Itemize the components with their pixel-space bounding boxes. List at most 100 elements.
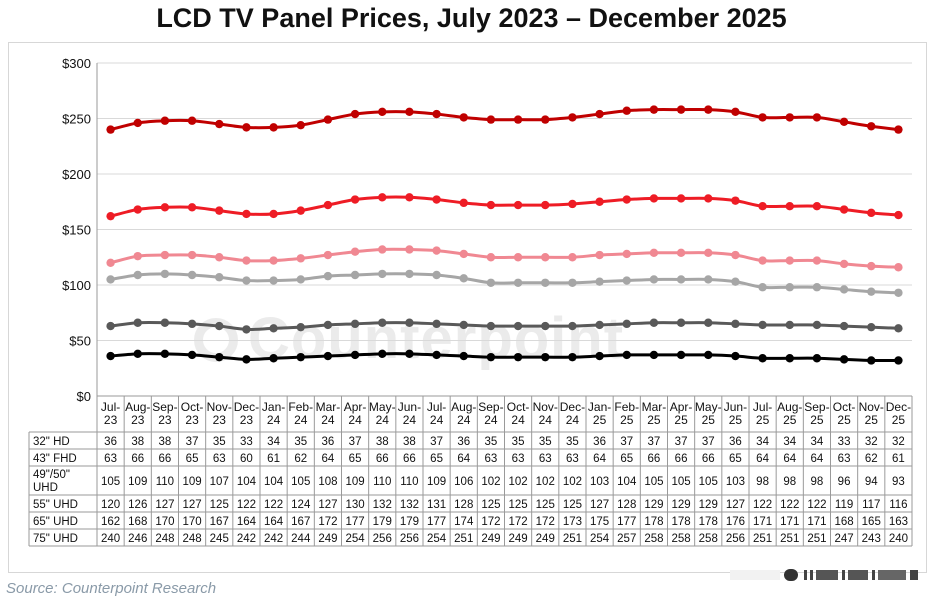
- data-point: [106, 321, 115, 331]
- x-tick-label-line: 23: [131, 413, 145, 427]
- data-point: [133, 349, 142, 359]
- table-cell: 105: [671, 476, 690, 488]
- data-point: [595, 277, 604, 286]
- chart-frame: Counterpoint $0 $50 $100 $150 $200 $250 $300 J…: [8, 42, 927, 573]
- table-cell: 64: [811, 453, 824, 465]
- data-point: [568, 278, 577, 287]
- table-cell: 32: [892, 436, 905, 448]
- x-tick-label-line: Sep-: [804, 400, 829, 414]
- table-row-label: 32" HD: [33, 436, 70, 448]
- data-point: [106, 258, 115, 267]
- table-cell: 122: [780, 499, 799, 511]
- x-tick-label: Jul-25: [753, 400, 772, 427]
- x-tick-label-line: Dec-: [234, 400, 259, 414]
- data-point: [486, 253, 496, 262]
- table-cell: 124: [291, 499, 311, 511]
- table-cell: 109: [128, 476, 147, 488]
- data-point: [323, 351, 333, 361]
- data-point: [785, 113, 794, 122]
- x-tick-label-line: 25: [593, 413, 607, 427]
- table-cell: 63: [213, 453, 226, 465]
- x-tick-label-line: Mar-: [316, 400, 341, 414]
- x-tick-label: Nov-23: [207, 400, 232, 427]
- x-tick-label: Aug-25: [777, 400, 802, 427]
- x-tick-label-line: 25: [620, 413, 634, 427]
- table-cell: 38: [403, 436, 416, 448]
- data-point: [812, 354, 822, 363]
- data-point: [486, 115, 496, 124]
- x-tick-label-line: 24: [566, 413, 580, 427]
- data-point: [812, 283, 822, 292]
- data-point: [785, 283, 794, 292]
- data-point: [731, 319, 740, 329]
- table-cell: 127: [182, 499, 201, 511]
- x-tick-label-line: Jul-: [101, 400, 120, 414]
- data-point: [133, 205, 142, 214]
- data-point: [106, 275, 115, 284]
- x-tick-label: Apr-25: [670, 400, 693, 427]
- table-cell: 64: [783, 453, 796, 465]
- data-point: [269, 123, 278, 132]
- table-cell: 127: [155, 499, 174, 511]
- table-cell: 33: [240, 436, 253, 448]
- data-point: [269, 256, 278, 265]
- data-point: [187, 270, 197, 280]
- series-line: [110, 352, 899, 363]
- x-tick-label-line: Aug-: [125, 400, 150, 414]
- data-point: [486, 278, 496, 287]
- data-point: [649, 194, 659, 203]
- data-point: [758, 320, 767, 330]
- x-tick-label-line: Nov-: [859, 400, 884, 414]
- data-point: [215, 273, 224, 282]
- table-cell: 35: [294, 436, 307, 448]
- data-point: [242, 256, 251, 265]
- table-cell: 104: [617, 476, 637, 488]
- x-tick-label-line: Nov-: [207, 400, 232, 414]
- data-point: [405, 107, 414, 117]
- data-point: [622, 106, 631, 115]
- data-point: [269, 324, 278, 333]
- x-tick-label: Jan-24: [262, 400, 285, 427]
- data-point: [568, 113, 577, 122]
- series-line: [110, 272, 899, 295]
- x-tick-label-line: 25: [865, 413, 879, 427]
- data-point: [133, 251, 142, 261]
- table-cell: 98: [756, 476, 769, 488]
- data-point: [649, 275, 659, 284]
- x-tick-label-line: 23: [240, 413, 254, 427]
- data-point: [867, 208, 876, 218]
- x-tick-label-line: 25: [892, 413, 906, 427]
- table-cell: 64: [593, 453, 606, 465]
- x-tick-label-line: Oct-: [507, 400, 530, 414]
- data-point: [350, 350, 360, 360]
- table-cell: 105: [101, 476, 120, 488]
- data-point: [839, 321, 849, 331]
- x-tick-label-line: 24: [403, 413, 417, 427]
- x-tick-label: Aug-24: [451, 400, 476, 427]
- table-cell: 245: [210, 533, 229, 545]
- table-cell: 171: [807, 516, 826, 528]
- x-tick-label-line: 23: [185, 413, 199, 427]
- table-row-label: 43" FHD: [33, 453, 77, 465]
- table-cell: 102: [536, 476, 555, 488]
- table-cell: 249: [481, 533, 500, 545]
- line-chart: $0$50$100$150$200$250$300 Jul-23Aug-23Se…: [28, 56, 913, 547]
- table-cell: 176: [726, 516, 745, 528]
- data-point: [378, 193, 387, 202]
- x-tick-label-line: Dec-: [886, 400, 911, 414]
- table-cell: 173: [563, 516, 582, 528]
- data-point: [296, 254, 305, 263]
- data-point: [758, 113, 767, 122]
- data-point: [785, 354, 794, 363]
- data-point: [649, 350, 659, 360]
- y-tick-label: $200: [62, 167, 91, 182]
- x-tick-label-line: Oct-: [833, 400, 856, 414]
- data-point: [405, 349, 414, 359]
- data-point: [622, 276, 631, 285]
- x-tick-label-line: 24: [539, 413, 553, 427]
- data-point: [867, 122, 876, 131]
- data-point: [839, 117, 849, 127]
- data-point: [160, 349, 170, 359]
- table-cell: 254: [345, 533, 365, 545]
- table-cell: 258: [644, 533, 663, 545]
